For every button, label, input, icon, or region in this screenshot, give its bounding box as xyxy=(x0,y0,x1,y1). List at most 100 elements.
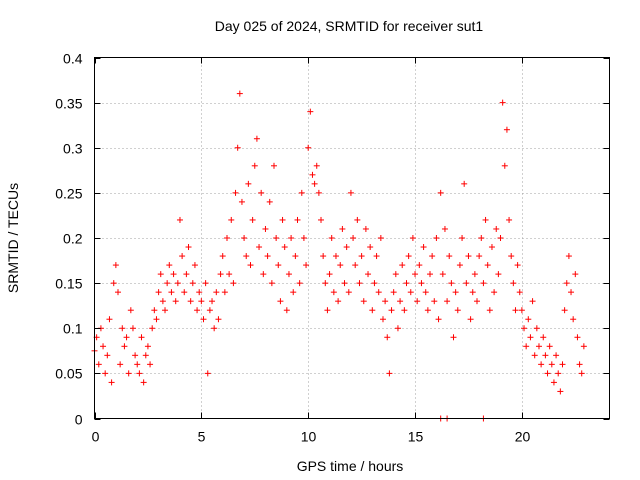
data-point xyxy=(412,271,419,278)
data-point xyxy=(253,135,260,142)
data-point xyxy=(557,388,564,395)
data-point xyxy=(362,225,369,232)
x-tick-label: 15 xyxy=(408,429,424,445)
data-point xyxy=(232,189,239,196)
data-point xyxy=(129,325,136,332)
data-point xyxy=(420,244,427,251)
data-point xyxy=(358,253,365,260)
data-point xyxy=(471,271,478,278)
data-point xyxy=(446,253,453,260)
data-point xyxy=(247,262,254,269)
data-point xyxy=(251,162,258,169)
data-point xyxy=(202,280,209,287)
y-axis-label: SRMTID / TECUs xyxy=(5,183,21,293)
data-point xyxy=(401,307,408,314)
data-point xyxy=(461,180,468,187)
data-point xyxy=(360,298,367,305)
data-point xyxy=(339,225,346,232)
data-point xyxy=(170,271,177,278)
data-point xyxy=(95,361,102,368)
data-point xyxy=(172,298,179,305)
data-point xyxy=(241,235,248,241)
data-point xyxy=(115,289,122,296)
data-point xyxy=(330,289,337,296)
data-point xyxy=(134,361,141,368)
data-point xyxy=(230,280,237,287)
data-point xyxy=(290,289,297,296)
data-point xyxy=(337,262,344,269)
data-point xyxy=(176,216,183,223)
data-point xyxy=(187,298,194,305)
data-point xyxy=(157,271,164,278)
data-point xyxy=(384,334,391,341)
data-point xyxy=(371,280,378,287)
data-point xyxy=(559,361,566,368)
data-point xyxy=(132,352,139,359)
data-point xyxy=(296,280,303,287)
data-point xyxy=(356,280,363,287)
data-point xyxy=(285,271,292,278)
data-point xyxy=(217,271,224,278)
data-point xyxy=(377,235,384,241)
data-point xyxy=(226,271,233,278)
data-point xyxy=(245,180,252,187)
data-point xyxy=(369,307,376,314)
y-tick-label: 0.2 xyxy=(63,231,83,247)
data-point xyxy=(352,262,359,269)
data-point xyxy=(264,253,271,260)
data-point xyxy=(110,280,117,287)
data-point xyxy=(309,171,316,178)
data-point xyxy=(322,280,329,287)
data-point xyxy=(521,325,528,332)
data-point xyxy=(495,271,502,278)
data-point xyxy=(424,307,431,314)
data-point xyxy=(463,280,470,287)
data-point xyxy=(527,334,534,341)
data-point xyxy=(506,216,513,223)
data-point xyxy=(375,289,382,296)
data-point xyxy=(119,325,126,332)
data-point xyxy=(523,343,530,350)
data-point xyxy=(578,370,585,377)
data-point xyxy=(315,189,322,196)
data-point xyxy=(439,271,446,278)
data-point xyxy=(294,216,301,223)
data-point xyxy=(486,307,493,314)
data-point xyxy=(576,361,583,368)
data-point xyxy=(501,162,508,169)
data-point xyxy=(275,262,282,269)
data-point xyxy=(574,334,581,341)
data-point xyxy=(553,352,560,359)
data-point xyxy=(454,307,461,314)
data-point xyxy=(256,244,263,251)
data-point xyxy=(328,235,335,241)
data-point xyxy=(441,225,448,232)
data-point xyxy=(185,244,192,251)
data-point xyxy=(482,216,489,223)
data-point xyxy=(209,298,216,305)
y-tick-label: 0.35 xyxy=(55,96,82,112)
data-point xyxy=(238,198,245,205)
data-point xyxy=(491,289,498,296)
data-point xyxy=(550,379,557,386)
data-point xyxy=(271,162,278,169)
data-point xyxy=(540,334,547,341)
data-point xyxy=(183,271,190,278)
data-point xyxy=(535,343,542,350)
data-point xyxy=(397,298,404,305)
data-point xyxy=(354,216,361,223)
data-point xyxy=(514,262,521,269)
data-point xyxy=(456,262,463,269)
data-point xyxy=(292,253,299,260)
data-point xyxy=(121,343,128,350)
data-point xyxy=(407,289,414,296)
data-point xyxy=(343,244,350,251)
data-point xyxy=(518,307,525,314)
data-point xyxy=(320,253,327,260)
data-point xyxy=(198,298,205,305)
data-point xyxy=(488,244,495,251)
data-point xyxy=(484,262,491,269)
data-point xyxy=(516,289,523,296)
data-point xyxy=(345,289,352,296)
y-tick-label: 0.25 xyxy=(55,186,82,202)
